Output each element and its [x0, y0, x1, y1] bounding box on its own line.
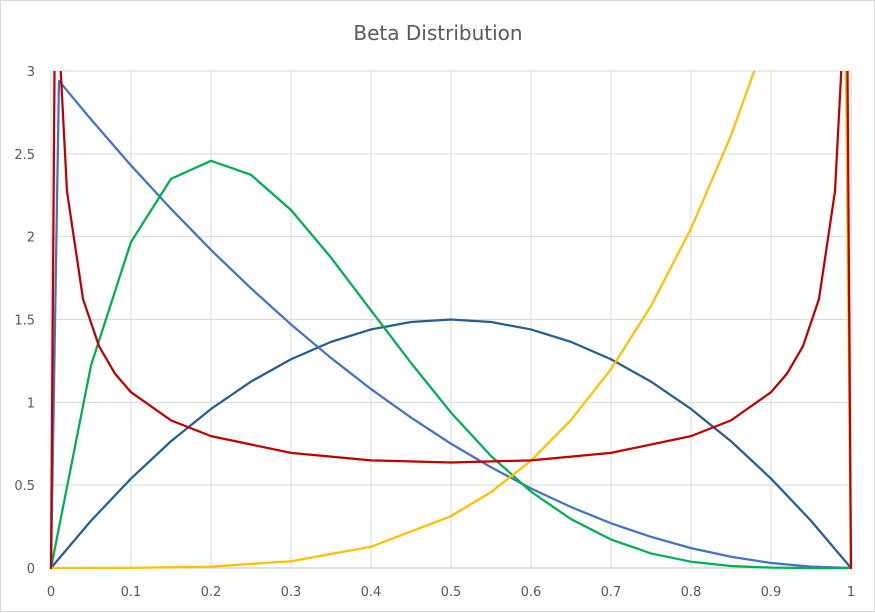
x-tick-label: 1 [847, 585, 855, 600]
tick-labels: 0 0.1 0.2 0.3 0.4 0.5 0.6 0.7 0.8 0.9 1 0 0.5 1 1.5 2 2.… [14, 65, 855, 600]
series-line-3 [49, 159, 853, 570]
series-line-4 [49, 71, 853, 570]
y-tick-label: 2 [27, 231, 35, 246]
y-tick-label: 0 [27, 562, 35, 577]
x-tick-label: 0.4 [361, 585, 382, 600]
chart-title: Beta Distribution [353, 21, 522, 45]
y-tick-label: 0.5 [14, 479, 35, 494]
x-tick-label: 0 [47, 585, 55, 600]
x-tick-label: 0.1 [121, 585, 142, 600]
x-tick-label: 0.9 [761, 585, 782, 600]
x-tick-label: 0.5 [441, 585, 462, 600]
x-tick-label: 0.3 [281, 585, 302, 600]
x-tick-label: 0.8 [681, 585, 702, 600]
x-tick-label: 0.6 [521, 585, 542, 600]
series-lines [49, 71, 853, 570]
x-tick-label: 0.2 [201, 585, 222, 600]
y-tick-label: 3 [27, 65, 35, 80]
x-tick-label: 0.7 [601, 585, 622, 600]
y-tick-label: 1 [27, 396, 35, 411]
y-tick-label: 2.5 [14, 148, 35, 163]
series-line-1 [49, 318, 853, 570]
series-line-5 [49, 71, 853, 570]
y-tick-label: 1.5 [14, 314, 35, 329]
series-line-2 [49, 79, 853, 570]
